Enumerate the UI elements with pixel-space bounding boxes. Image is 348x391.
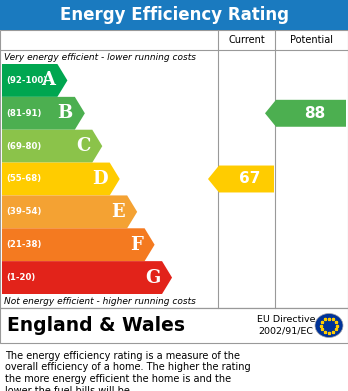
Polygon shape <box>2 97 85 130</box>
Polygon shape <box>2 64 68 97</box>
Text: lower the fuel bills will be.: lower the fuel bills will be. <box>5 386 133 391</box>
Text: (1-20): (1-20) <box>6 273 35 282</box>
Polygon shape <box>265 100 346 127</box>
Text: G: G <box>145 269 160 287</box>
Text: 67: 67 <box>239 172 260 187</box>
Polygon shape <box>2 261 172 294</box>
Text: C: C <box>76 137 90 155</box>
Text: Energy Efficiency Rating: Energy Efficiency Rating <box>60 6 288 24</box>
Text: overall efficiency of a home. The higher the rating: overall efficiency of a home. The higher… <box>5 362 251 373</box>
Text: The energy efficiency rating is a measure of the: The energy efficiency rating is a measur… <box>5 351 240 361</box>
Polygon shape <box>2 130 102 163</box>
Text: the more energy efficient the home is and the: the more energy efficient the home is an… <box>5 374 231 384</box>
Text: (21-38): (21-38) <box>6 240 41 249</box>
Text: (39-54): (39-54) <box>6 207 41 216</box>
Bar <box>0 0 348 30</box>
Text: E: E <box>112 203 125 221</box>
Text: EU Directive: EU Directive <box>257 315 315 324</box>
Text: (92-100): (92-100) <box>6 76 47 85</box>
Polygon shape <box>2 196 137 228</box>
Text: (81-91): (81-91) <box>6 109 41 118</box>
Text: Very energy efficient - lower running costs: Very energy efficient - lower running co… <box>4 52 196 61</box>
Text: (55-68): (55-68) <box>6 174 41 183</box>
Text: Potential: Potential <box>290 35 333 45</box>
Text: A: A <box>41 72 55 90</box>
Text: B: B <box>57 104 73 122</box>
Text: 88: 88 <box>304 106 325 121</box>
Text: 2002/91/EC: 2002/91/EC <box>259 327 314 336</box>
Polygon shape <box>208 165 274 192</box>
Bar <box>0 30 348 308</box>
Text: (69-80): (69-80) <box>6 142 41 151</box>
Text: England & Wales: England & Wales <box>7 316 185 335</box>
Text: D: D <box>92 170 108 188</box>
Ellipse shape <box>315 314 343 337</box>
Polygon shape <box>2 228 155 261</box>
Text: Current: Current <box>228 35 265 45</box>
Text: F: F <box>130 236 143 254</box>
Bar <box>0 308 348 343</box>
Text: Not energy efficient - higher running costs: Not energy efficient - higher running co… <box>4 296 196 305</box>
Polygon shape <box>2 163 120 196</box>
